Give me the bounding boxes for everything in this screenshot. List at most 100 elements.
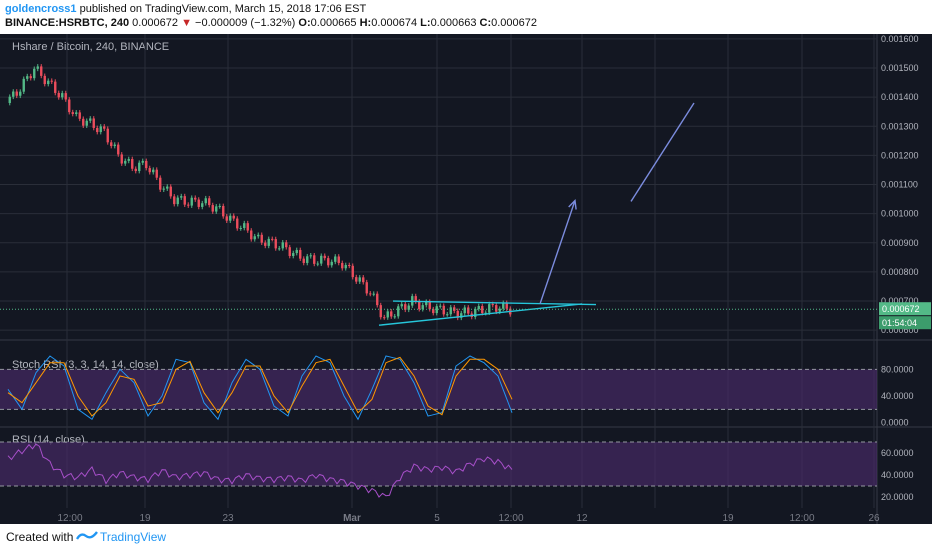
candle-body [8, 96, 11, 103]
candle-body [267, 238, 270, 246]
candle-body [390, 311, 393, 317]
candle-body [386, 311, 389, 318]
candle-body [425, 301, 428, 306]
candle-body [194, 197, 197, 200]
candle-body [155, 169, 158, 178]
candle-body [281, 242, 284, 249]
candle-body [453, 307, 456, 311]
candle-body [365, 282, 368, 294]
chart-canvas[interactable]: Hshare / Bitcoin, 240, BINANCE Stoch RSI… [0, 34, 932, 524]
close-value: 0.000672 [491, 17, 538, 29]
tradingview-logo-icon[interactable] [76, 529, 98, 543]
candle-body [341, 262, 344, 269]
candle-body [71, 112, 74, 115]
candle-body [439, 305, 442, 307]
candle-body [64, 93, 67, 100]
open-value: 0.000665 [310, 17, 357, 29]
candle-body [208, 198, 211, 206]
stoch-axis-tick-label: 40.0000 [881, 391, 914, 401]
candle-body [383, 317, 386, 319]
candle-body [369, 293, 372, 295]
candle-body [89, 118, 92, 121]
candle-body [299, 249, 302, 259]
candle-body [113, 144, 116, 147]
price-axis-tick-label: 0.000800 [881, 267, 919, 277]
candle-body [246, 223, 249, 231]
candle-body [337, 256, 340, 263]
candle-body [257, 234, 260, 237]
candle-body [68, 99, 71, 113]
candle-body [477, 306, 480, 310]
candle-body [348, 265, 351, 267]
candle-body [285, 242, 288, 248]
candle-body [264, 242, 267, 246]
candle-body [334, 256, 337, 262]
candle-body [166, 186, 169, 189]
candle-body [404, 304, 407, 310]
candle-body [393, 316, 396, 318]
candle-body [484, 312, 487, 314]
candle-body [229, 215, 232, 221]
candle-body [355, 277, 358, 282]
candle-body [460, 313, 463, 318]
rsi-band [0, 442, 877, 486]
high-value: 0.000674 [371, 17, 418, 29]
created-with-label: Created with [6, 530, 74, 544]
author-link[interactable]: goldencross1 [5, 3, 77, 15]
price-axis-tick-label: 0.001600 [881, 34, 919, 44]
candles-group [8, 64, 512, 321]
low-value: 0.000663 [430, 17, 477, 29]
price-axis-tick-label: 0.000600 [881, 325, 919, 335]
candle-body [92, 118, 95, 128]
candle-body [323, 255, 326, 259]
rsi-axis-tick-label: 60.0000 [881, 448, 914, 458]
candle-body [106, 128, 109, 143]
candle-body [292, 253, 295, 256]
candle-body [498, 308, 501, 312]
price-axis-tick-label: 0.001500 [881, 63, 919, 73]
candle-body [215, 206, 218, 212]
candle-body [99, 126, 102, 133]
candle-body [141, 160, 144, 163]
candle-body [61, 93, 64, 98]
candle-body [446, 314, 449, 316]
publish-text: published on TradingView.com, March 15, … [79, 3, 367, 15]
countdown-tag-label: 01:54:04 [882, 318, 917, 328]
low-label: L: [420, 17, 431, 29]
candle-body [22, 78, 25, 92]
candle-body [204, 198, 207, 204]
stoch-band [0, 369, 877, 410]
stoch-series-D [7, 356, 513, 417]
candle-body [491, 304, 494, 306]
stoch-axis-tick-label: 80.0000 [881, 364, 914, 374]
candle-body [40, 66, 43, 76]
candle-body [19, 91, 22, 96]
candle-body [288, 247, 291, 256]
candle-body [467, 307, 470, 314]
candle-body [474, 309, 477, 317]
candle-body [250, 230, 253, 240]
candle-body [36, 66, 39, 69]
candle-body [372, 293, 375, 295]
high-label: H: [359, 17, 372, 29]
time-axis-tick-label: Mar [343, 513, 361, 524]
candle-body [176, 197, 179, 205]
candle-body [47, 80, 50, 85]
price-pane-title: Hshare / Bitcoin, 240, BINANCE [12, 41, 169, 53]
price-axis-tick-label: 0.001000 [881, 209, 919, 219]
candle-body [358, 277, 361, 282]
candle-body [148, 168, 151, 173]
publish-line: goldencross1 published on TradingView.co… [5, 3, 366, 15]
time-axis-tick-label: 5 [434, 513, 440, 524]
candle-body [313, 255, 316, 264]
candle-body [418, 301, 421, 310]
time-axis-tick-label: 12:00 [57, 513, 82, 524]
tradingview-link[interactable]: TradingView [100, 530, 167, 544]
candle-body [306, 256, 309, 263]
candle-body [110, 142, 113, 147]
candle-body [159, 177, 162, 190]
candle-body [187, 204, 190, 206]
candle-body [134, 168, 137, 172]
candle-body [127, 159, 130, 161]
chart-area[interactable]: Hshare / Bitcoin, 240, BINANCE Stoch RSI… [0, 34, 932, 524]
